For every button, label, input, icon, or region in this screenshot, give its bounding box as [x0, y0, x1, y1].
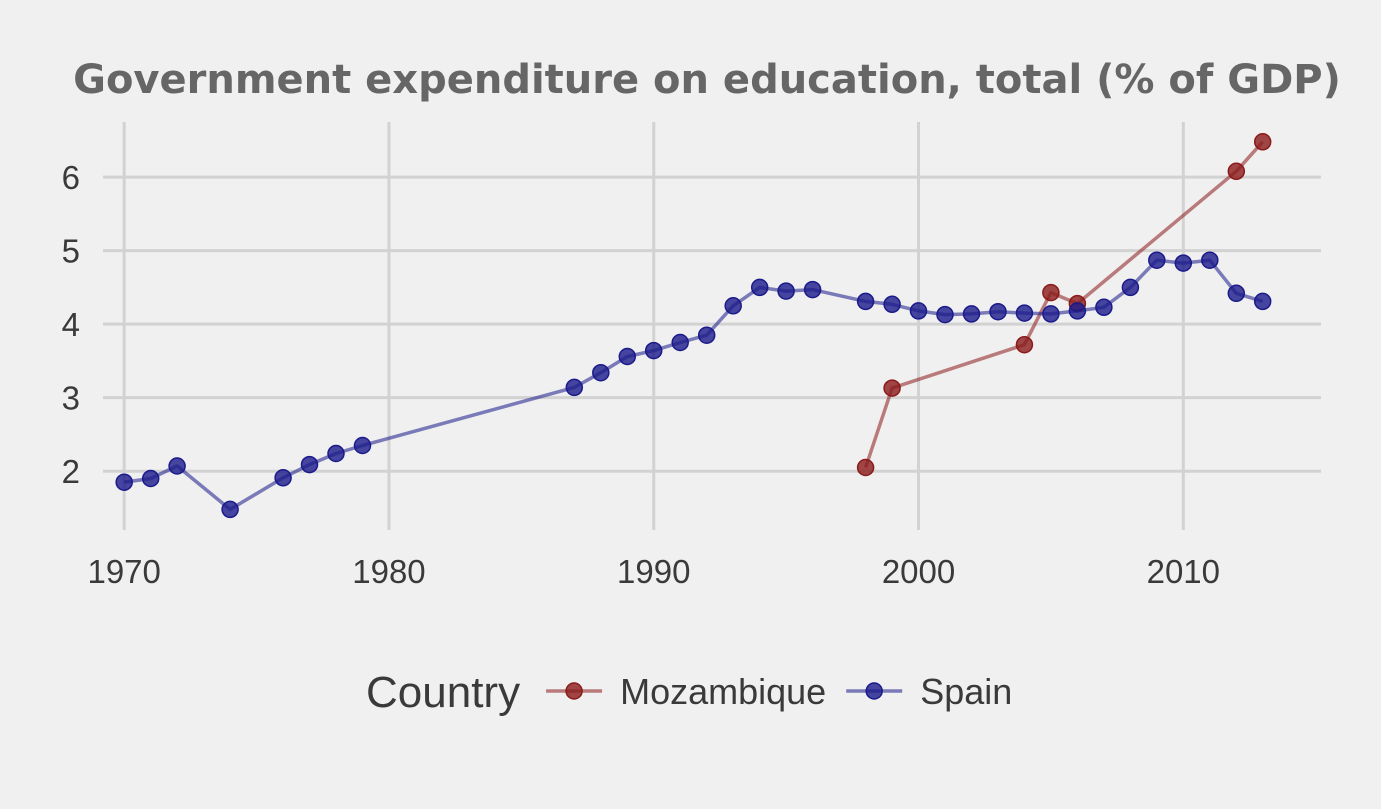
- data-point-spain: [724, 297, 742, 315]
- y-tick-label: 4: [62, 306, 80, 343]
- data-point-spain: [883, 295, 901, 314]
- y-tick-label: 3: [62, 380, 80, 417]
- data-point-spain: [1148, 251, 1166, 269]
- data-point-spain: [115, 473, 133, 491]
- data-point-spain: [1095, 298, 1113, 317]
- x-tick-label: 2010: [1147, 553, 1220, 590]
- series-layer: [115, 133, 1272, 519]
- data-point-spain: [168, 457, 186, 475]
- data-point-spain: [1042, 305, 1060, 323]
- data-point-mozambique: [883, 379, 901, 397]
- chart-title: Government expenditure on education, tot…: [73, 57, 1341, 103]
- data-point-spain: [327, 444, 345, 463]
- data-point-spain: [856, 292, 875, 311]
- data-point-spain: [697, 326, 716, 344]
- x-tick-label: 1970: [87, 553, 160, 590]
- series-line-mozambique: [863, 140, 1265, 469]
- data-point-spain: [1174, 254, 1193, 272]
- legend-title: Country: [366, 668, 520, 717]
- data-point-mozambique: [1042, 283, 1060, 302]
- data-point-spain: [141, 469, 160, 488]
- data-point-mozambique: [1253, 133, 1272, 151]
- data-point-spain: [750, 278, 769, 297]
- data-point-spain: [1227, 284, 1246, 303]
- data-point-spain: [803, 280, 822, 299]
- data-point-spain: [221, 500, 239, 519]
- data-point-mozambique: [856, 458, 875, 477]
- x-tick-label: 2000: [882, 553, 955, 590]
- legend-label-spain: Spain: [920, 671, 1012, 712]
- data-point-mozambique: [1015, 335, 1034, 354]
- legend-item-spain: Spain: [846, 671, 1012, 712]
- data-point-spain: [592, 363, 610, 382]
- data-point-spain: [565, 378, 584, 397]
- axis-ticks: 1970 1980 1990 2000 2010 2 3 4 5 6: [62, 159, 1220, 590]
- y-tick-label: 5: [62, 233, 80, 270]
- data-point-spain: [274, 469, 292, 487]
- data-point-spain: [300, 455, 319, 474]
- data-point-spain: [1253, 292, 1272, 311]
- data-point-spain: [777, 282, 795, 300]
- data-point-spain: [936, 305, 954, 324]
- series-line-spain: [123, 258, 1264, 512]
- x-tick-label: 1990: [617, 553, 690, 590]
- data-point-spain: [1201, 251, 1219, 269]
- x-tick-label: 1980: [352, 553, 425, 590]
- data-point-spain: [1015, 304, 1034, 322]
- data-point-spain: [1068, 302, 1087, 320]
- series-spain: [115, 251, 1272, 519]
- data-point-mozambique: [1227, 162, 1246, 181]
- data-point-spain: [618, 347, 637, 366]
- y-tick-label: 6: [62, 159, 80, 196]
- grid-lines: [103, 122, 1321, 530]
- data-point-spain: [353, 436, 372, 455]
- data-point-spain: [644, 341, 663, 360]
- data-point-spain: [671, 333, 689, 352]
- legend-marker-mozambique: [565, 682, 583, 700]
- data-point-spain: [1121, 278, 1140, 297]
- legend-marker-spain: [865, 682, 883, 700]
- y-tick-label: 2: [62, 453, 80, 490]
- data-point-spain: [909, 302, 928, 320]
- legend-label-mozambique: Mozambique: [620, 671, 826, 712]
- data-point-spain: [989, 302, 1007, 321]
- legend: Country Mozambique Spain: [366, 668, 1012, 717]
- data-point-spain: [962, 305, 981, 323]
- legend-item-mozambique: Mozambique: [546, 671, 826, 712]
